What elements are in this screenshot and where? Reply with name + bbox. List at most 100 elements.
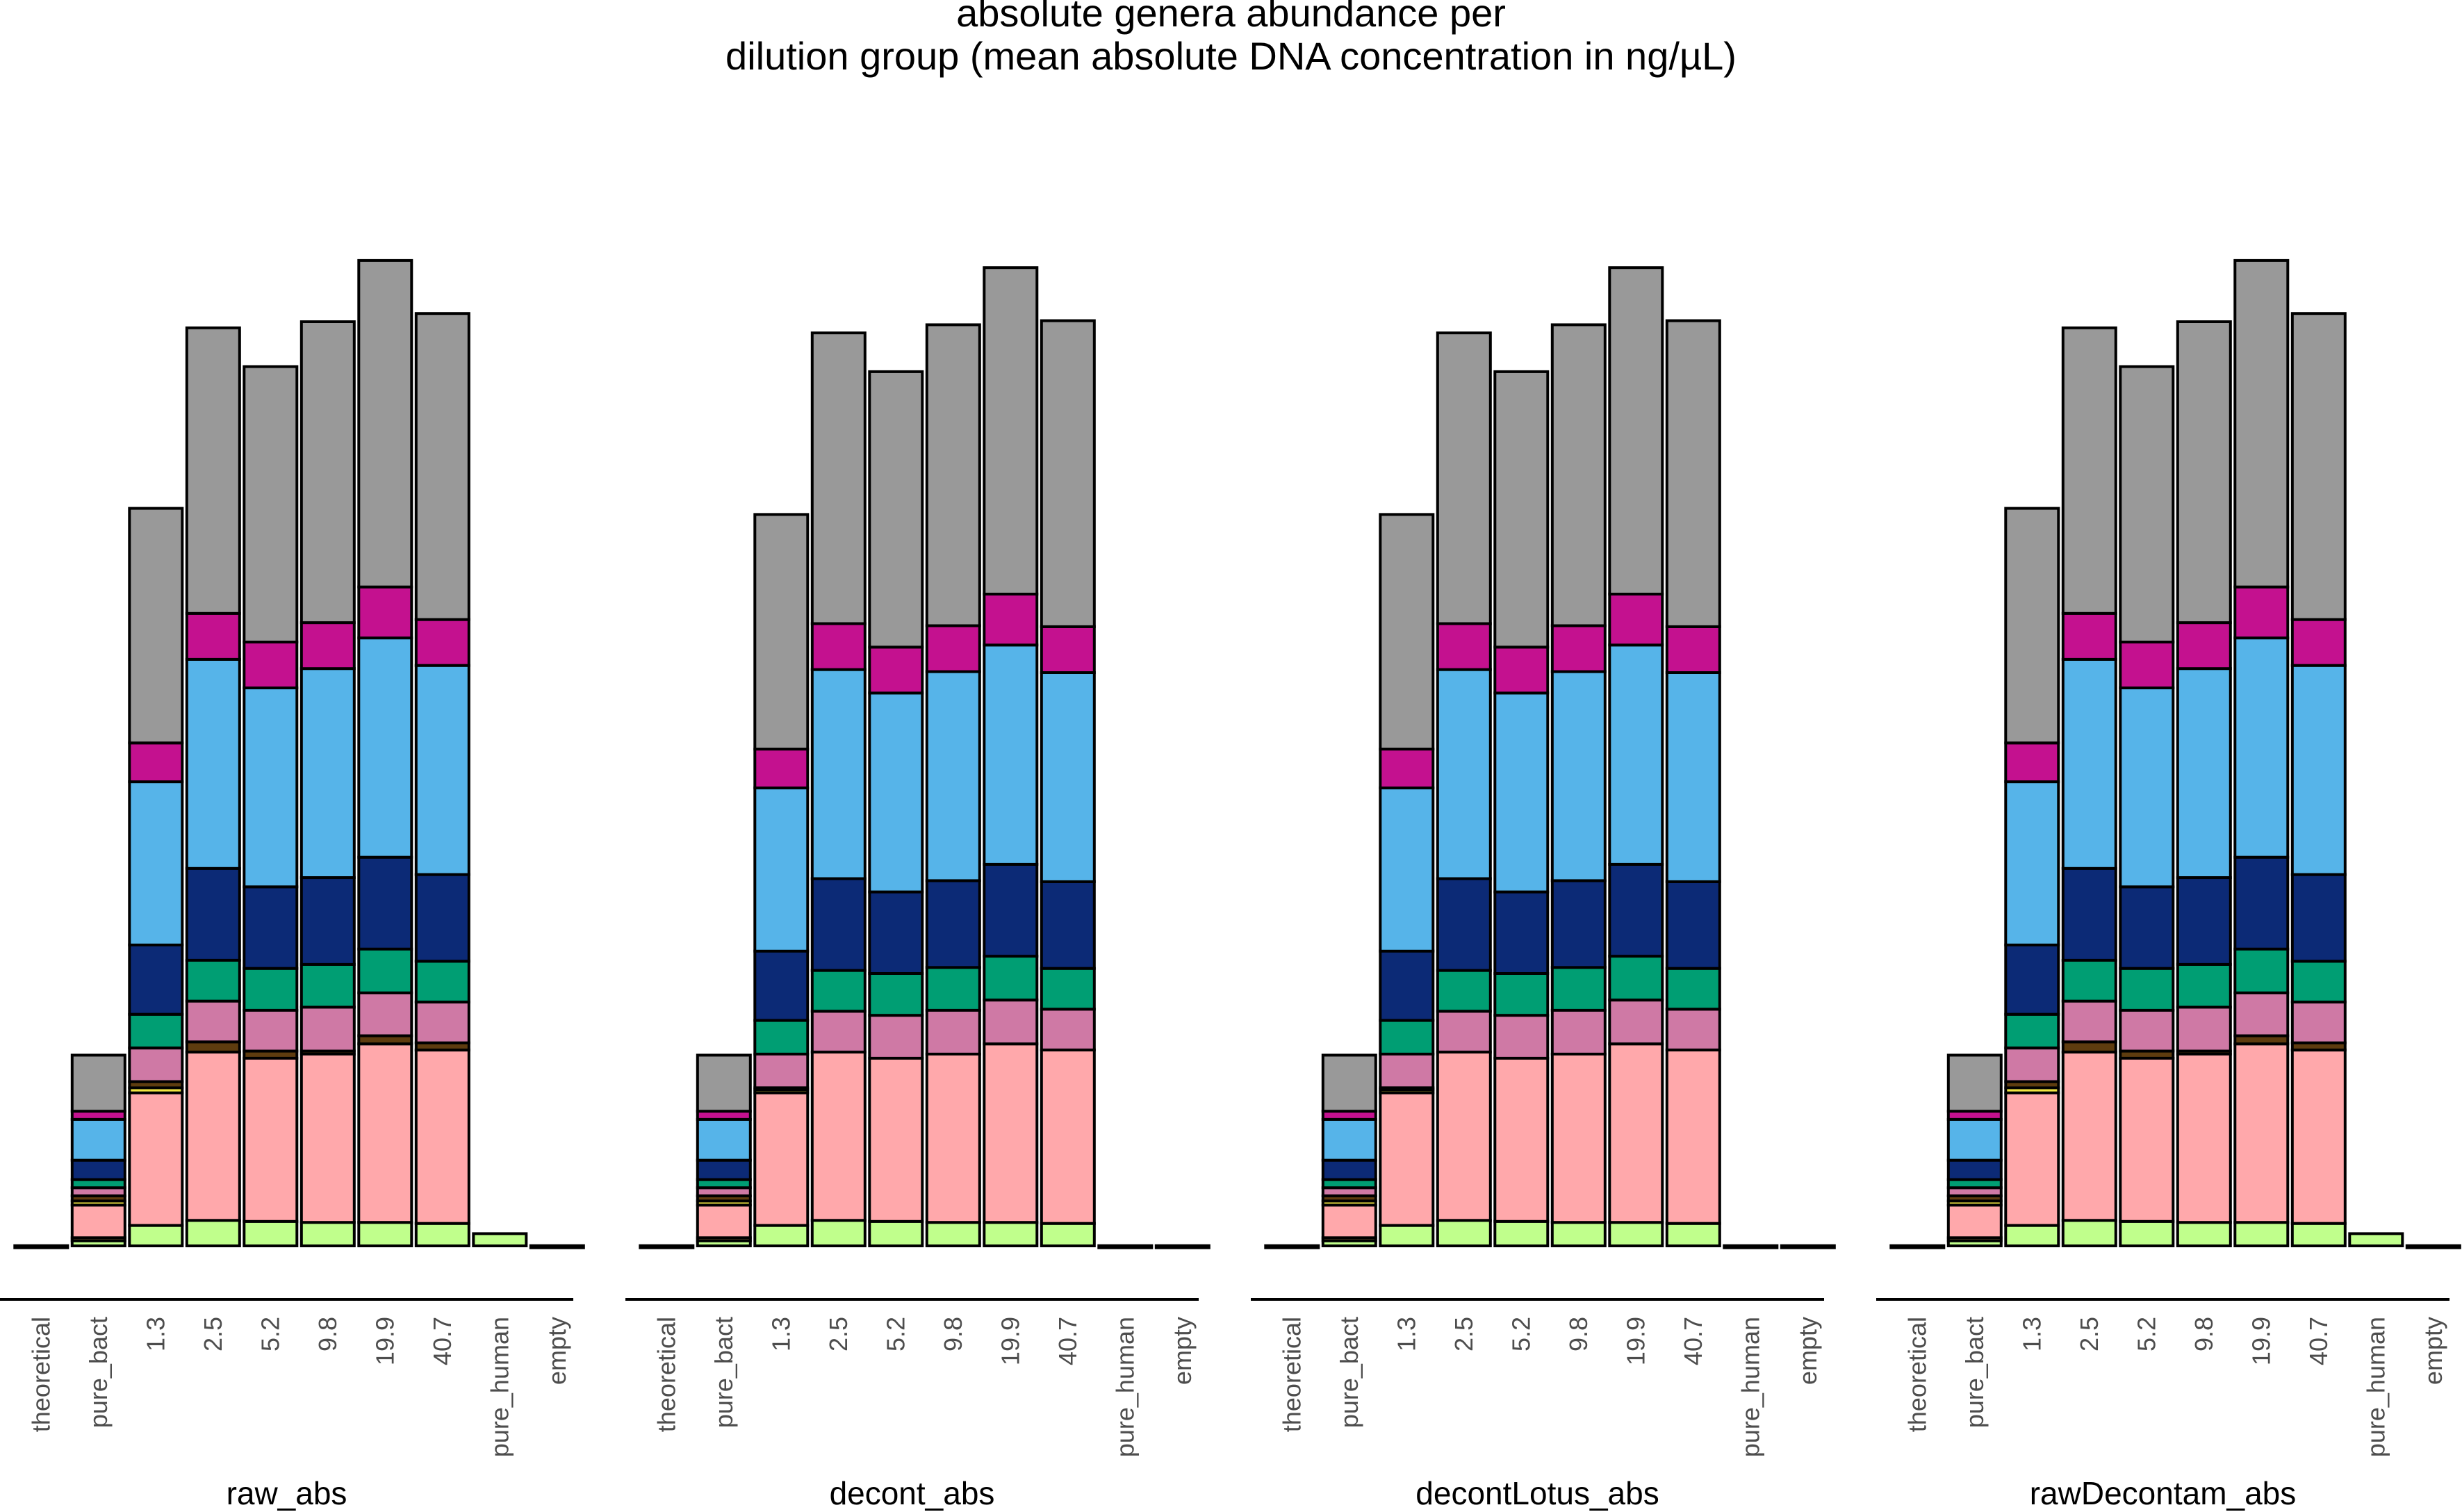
x-tick-label: 1.3: [2017, 1317, 2046, 1351]
x-tick-label: empty: [1794, 1317, 1822, 1385]
bar-segment: [868, 646, 924, 695]
bar-segment: [414, 1001, 470, 1044]
bar-segment: [1379, 748, 1435, 789]
bar-segment: [1436, 969, 1492, 1013]
bar-segment: [1608, 955, 1664, 1002]
bar-segment: [1608, 266, 1664, 595]
bar-segment: [128, 1224, 184, 1247]
bar-segment: [1436, 1219, 1492, 1248]
bar-segment: [639, 1244, 695, 1249]
bar-segment: [128, 1046, 184, 1083]
bar-segment: [696, 1053, 752, 1113]
bar-segment: [128, 741, 184, 784]
bar-segment: [2061, 1051, 2117, 1222]
bar-segment: [1379, 1019, 1435, 1055]
bar-segment: [2004, 741, 2060, 784]
bar-segment: [529, 1244, 585, 1249]
bar-segment: [753, 1224, 810, 1247]
x-tick-label: 19.9: [370, 1317, 399, 1365]
bar-segment: [185, 1219, 241, 1248]
bar-segment: [1040, 967, 1096, 1011]
bar-segment: [1665, 1049, 1721, 1225]
bar-segment: [983, 863, 1039, 958]
bar-segment: [299, 1053, 356, 1224]
bar-segment: [185, 1051, 241, 1222]
bar-segment: [1665, 880, 1721, 970]
bar-segment: [243, 1008, 299, 1053]
x-tick-label: 2.5: [199, 1317, 227, 1351]
x-tick-label: 9.8: [939, 1317, 967, 1351]
bar-segment: [1665, 671, 1721, 883]
bar-segment: [1040, 1222, 1096, 1247]
bar-segment: [2290, 312, 2347, 621]
x-tick-label: 40.7: [2304, 1317, 2333, 1365]
bar-segment: [414, 960, 470, 1004]
bar-segment: [696, 1203, 752, 1240]
bar-segment: [1040, 671, 1096, 883]
bar-segment: [2290, 664, 2347, 876]
bar-segment: [1550, 670, 1607, 882]
bar-segment: [299, 667, 356, 879]
bar-segment: [1493, 1014, 1550, 1060]
bar-segment: [2290, 618, 2347, 667]
facet-label: decont_abs: [830, 1475, 995, 1511]
bar-segment: [2176, 876, 2232, 966]
bar-segment: [2290, 873, 2347, 963]
bar-segment: [810, 668, 867, 880]
bar-segment: [243, 365, 299, 643]
bar-segment: [2233, 1042, 2290, 1224]
bar-segment: [414, 664, 470, 876]
bar-segment: [1040, 319, 1096, 628]
bar-segment: [1723, 1244, 1779, 1249]
x-tick-label: pure_human: [485, 1317, 514, 1457]
x-tick-label: empty: [2419, 1317, 2447, 1385]
bar-segment: [1946, 1158, 2003, 1181]
bar-segment: [299, 621, 356, 671]
bar-segment: [2061, 1040, 2117, 1054]
bar-segment: [1493, 370, 1550, 649]
bar-segment: [1379, 786, 1435, 953]
x-tick-label: 5.2: [256, 1317, 284, 1351]
bar-segment: [753, 1091, 810, 1227]
bar-segment: [1608, 1042, 1664, 1224]
bar-segment: [925, 966, 981, 1012]
bar-segment: [868, 370, 924, 649]
x-tick-label: 19.9: [996, 1317, 1024, 1365]
bar-segment: [1946, 1053, 2003, 1113]
x-tick-label: 1.3: [766, 1317, 795, 1351]
bar-segment: [696, 1118, 752, 1162]
bar-segment: [925, 624, 981, 673]
bar-segment: [185, 1040, 241, 1054]
x-tick-label: 40.7: [1679, 1317, 1707, 1365]
bar-segment: [696, 1158, 752, 1181]
x-tick-label: 19.9: [1621, 1317, 1650, 1365]
bar-segment: [2233, 585, 2290, 640]
bar-segment: [2290, 1222, 2347, 1247]
chart-title-line-1: absolute genera abundance per: [956, 0, 1506, 35]
bar-segment: [2176, 320, 2232, 625]
bar-segment: [1379, 1091, 1435, 1227]
bar-segment: [1550, 323, 1607, 627]
bar-segment: [1550, 966, 1607, 1012]
bar-segment: [299, 1005, 356, 1053]
bar-segment: [868, 972, 924, 1017]
bar-segment: [472, 1232, 528, 1248]
bar-segment: [1436, 1010, 1492, 1054]
x-tick-label: 40.7: [1053, 1317, 1082, 1365]
bar-segment: [13, 1244, 69, 1249]
bar-segment: [1665, 319, 1721, 628]
x-tick-label: empty: [1168, 1317, 1197, 1385]
bar-segment: [1436, 331, 1492, 625]
bar-segment: [2119, 885, 2175, 970]
bar-segment: [1040, 1049, 1096, 1225]
bar-segment: [357, 1221, 413, 1247]
bar-segment: [1321, 1158, 1377, 1181]
bar-segment: [1550, 1053, 1607, 1224]
bar-segment: [810, 877, 867, 972]
bar-segment: [2061, 866, 2117, 962]
bar-segment: [1608, 999, 1664, 1046]
bar-segment: [2004, 1046, 2060, 1083]
bar-segment: [2119, 1008, 2175, 1053]
x-tick-label: pure_bact: [84, 1317, 113, 1428]
bar-segment: [2233, 258, 2290, 589]
